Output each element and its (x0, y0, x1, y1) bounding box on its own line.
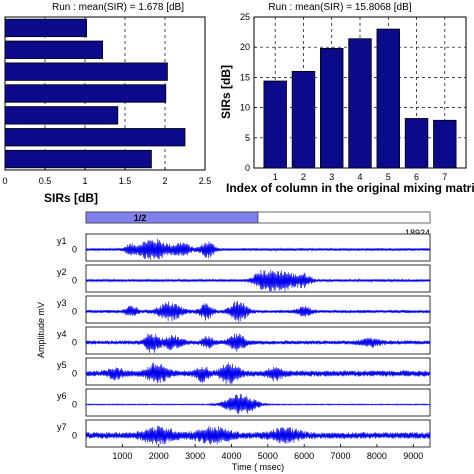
chart2-ytick-label: 15 (240, 72, 250, 82)
chart2-bar (376, 28, 400, 169)
signal-x-ticks: 1000 2000 3000 4000 5000 6000 7000 8000 9000 (112, 444, 423, 461)
signal-xtick-label: 3000 (185, 451, 205, 461)
chart1-bar (4, 40, 103, 59)
signal-zero-label: 0 (72, 276, 77, 286)
chart1-bar (4, 149, 152, 169)
chart2-ytick-label: 0 (245, 163, 250, 173)
signal-series-label: y6 (57, 391, 67, 401)
signal-xtick-label: 2000 (149, 451, 169, 461)
chart2-xlabel: Index of column in the original mixing m… (226, 181, 474, 195)
chart2-ylabel: SIRs [dB] (219, 65, 233, 119)
chart1-bar (4, 84, 167, 103)
chart1-bar (4, 18, 87, 38)
chart-sir-horizontal: Run : mean(SIR) = 1.678 [dB] 0 0.5 1 1.5 2 2.… (2, 2, 211, 205)
signal-trace (85, 238, 431, 261)
signal-series-label: y1 (57, 236, 67, 246)
signal-series-label: y7 (57, 422, 67, 432)
chart-sir-by-column: Run : mean(SIR) = 15.8068 [dB] 051015202… (219, 2, 474, 195)
chart1-title: Run : mean(SIR) = 1.678 [dB] (52, 2, 184, 13)
signal-xtick-label: 5000 (258, 451, 278, 461)
chart2-bar (291, 70, 316, 169)
signal-panel: 1/2 18924 y1 0 y2 0 y3 0 y4 0 y5 0 y6 0 y7 0 1000 2000… (36, 211, 431, 472)
chart1-tick-label: 0.5 (39, 176, 52, 186)
chart2-ytick-label: 20 (240, 42, 250, 52)
signal-series-label: y4 (57, 329, 67, 339)
chart2-xtick-label: 1 (273, 172, 278, 182)
page-slider-fill[interactable] (85, 211, 259, 224)
signal-trace (85, 269, 431, 292)
chart1-bars (4, 18, 186, 169)
signal-series-label: y5 (57, 360, 67, 370)
signal-zero-label: 0 (72, 307, 77, 317)
signal-axes-box (85, 295, 431, 324)
signal-trace (85, 362, 431, 385)
chart2-ytick-label: 10 (240, 103, 250, 113)
chart1-tick-label: 2 (162, 176, 167, 186)
chart2-xtick-label: 5 (386, 172, 391, 182)
signal-axes-box (85, 326, 431, 355)
signal-xtick-label: 1000 (112, 451, 132, 461)
signal-xtick-label: 4000 (221, 451, 241, 461)
signal-xtick-label: 7000 (331, 451, 351, 461)
signal-trace (85, 393, 431, 414)
chart2-title: Run : mean(SIR) = 15.8068 [dB] (268, 2, 411, 13)
chart1-bar (4, 106, 119, 125)
chart1-bar (4, 128, 186, 147)
chart2-bar (348, 38, 372, 169)
signal-xlabel: Time ( msec) (232, 462, 284, 472)
chart2-x-ticks: 1 2 3 4 5 6 7 (273, 172, 448, 182)
chart2-y-ticks: 0 5 10 15 20 25 (240, 12, 257, 173)
signal-zero-label: 0 (72, 400, 77, 410)
max-sample-label: 18924 (405, 228, 430, 238)
signal-series-label: y3 (57, 298, 67, 308)
signal-trace (85, 425, 431, 445)
chart2-ytick-label: 25 (240, 12, 250, 22)
chart2-xtick-label: 3 (329, 172, 334, 182)
chart2-ytick-label: 5 (245, 133, 250, 143)
signal-xtick-label: 8000 (367, 451, 387, 461)
chart1-tick-label: 1.5 (119, 176, 132, 186)
chart1-x-ticks: 0 0.5 1 1.5 2 2.5 (2, 167, 211, 186)
chart2-bar (320, 48, 344, 169)
chart2-xtick-label: 6 (414, 172, 419, 182)
signal-xtick-label: 9000 (403, 451, 423, 461)
signal-ylabel: Amplitude mV (36, 302, 46, 358)
signal-zero-label: 0 (72, 245, 77, 255)
chart2-xtick-label: 7 (442, 172, 447, 182)
chart2-xtick-label: 4 (357, 172, 362, 182)
chart2-xtick-label: 2 (301, 172, 306, 182)
chart2-bars (263, 28, 457, 169)
chart1-tick-label: 2.5 (199, 176, 212, 186)
chart2-bar (433, 119, 457, 169)
signal-trace (85, 300, 431, 323)
page-indicator: 1/2 (134, 213, 147, 223)
chart1-bar (4, 62, 168, 81)
signal-series-label: y2 (57, 267, 67, 277)
signal-xtick-label: 6000 (294, 451, 314, 461)
signal-zero-label: 0 (72, 338, 77, 348)
signal-zero-label: 0 (72, 369, 77, 379)
chart1-tick-label: 1 (82, 176, 87, 186)
signal-zero-label: 0 (72, 431, 77, 441)
chart1-xlabel: SIRs [dB] (44, 191, 98, 205)
chart1-tick-label: 0 (2, 176, 7, 186)
chart2-bar (404, 118, 429, 169)
chart2-bar (263, 80, 287, 169)
signal-trace (85, 333, 431, 353)
signal-traces: y1 0 y2 0 y3 0 y4 0 y5 0 y6 0 y7 0 (57, 233, 431, 448)
